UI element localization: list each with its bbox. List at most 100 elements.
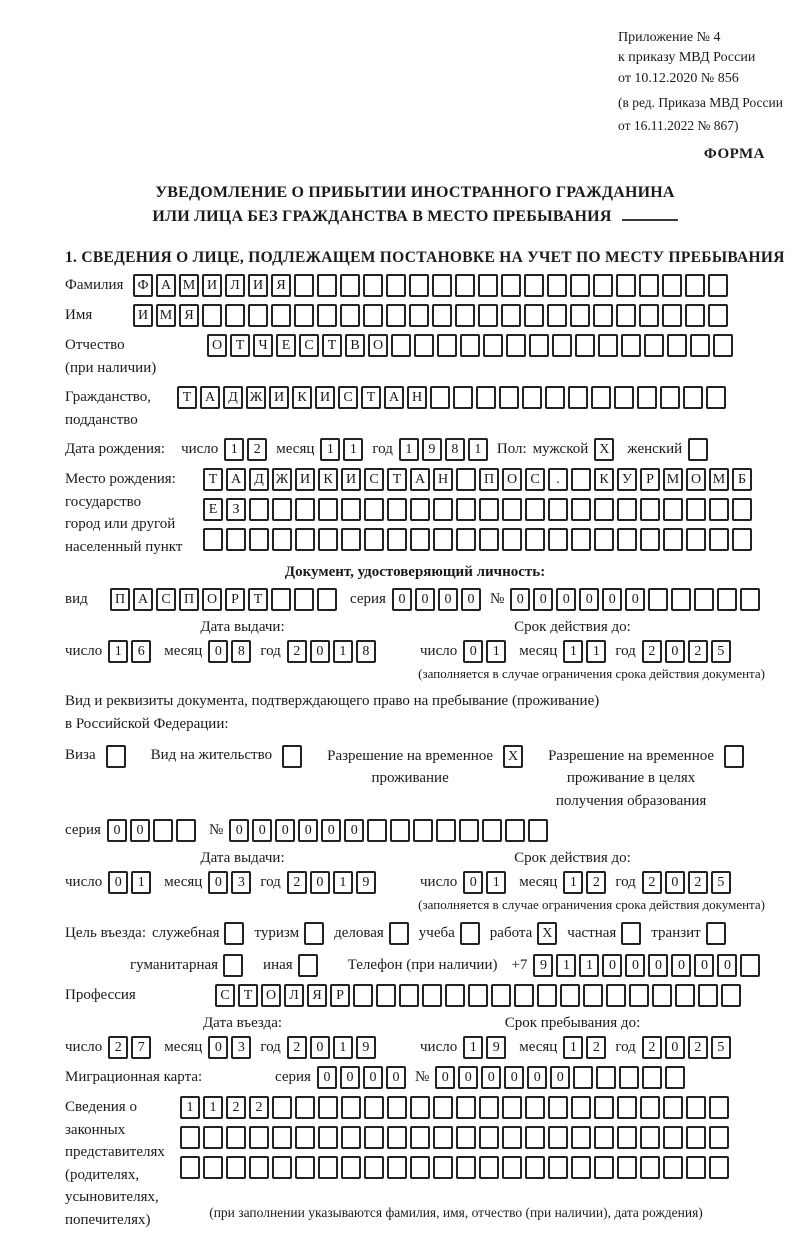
char-cell[interactable]: В <box>345 334 365 358</box>
char-cell[interactable] <box>318 1126 338 1150</box>
char-cell[interactable] <box>505 819 526 843</box>
char-cell[interactable]: О <box>368 334 388 358</box>
char-cell[interactable] <box>272 528 292 552</box>
char-cell[interactable] <box>629 984 649 1008</box>
char-cell[interactable] <box>390 819 411 843</box>
char-cell[interactable] <box>180 1126 200 1150</box>
char-cell[interactable] <box>341 1156 361 1180</box>
char-cell[interactable]: 0 <box>316 1066 337 1090</box>
char-cell[interactable]: 1 <box>467 438 488 462</box>
char-cell[interactable] <box>248 304 268 328</box>
char-cell[interactable] <box>652 984 672 1008</box>
char-cell[interactable]: П <box>179 588 199 612</box>
char-cell[interactable]: И <box>269 386 289 410</box>
char-cell[interactable] <box>548 1126 568 1150</box>
char-cell[interactable]: 2 <box>641 640 662 664</box>
char-cell[interactable]: 5 <box>710 1036 731 1060</box>
char-cell[interactable]: П <box>479 468 499 492</box>
char-cell[interactable] <box>437 334 457 358</box>
char-cell[interactable] <box>445 984 465 1008</box>
char-cell[interactable]: 1 <box>486 640 507 664</box>
char-cell[interactable]: Е <box>276 334 296 358</box>
char-cell[interactable] <box>409 304 429 328</box>
char-cell[interactable] <box>662 274 682 298</box>
char-cell[interactable] <box>732 498 752 522</box>
char-cell[interactable] <box>364 1156 384 1180</box>
char-cell[interactable]: 9 <box>486 1036 507 1060</box>
char-cell[interactable] <box>399 984 419 1008</box>
char-cell[interactable] <box>640 498 660 522</box>
char-cell[interactable] <box>548 498 568 522</box>
char-cell[interactable] <box>593 274 613 298</box>
char-cell[interactable] <box>717 588 738 612</box>
char-cell[interactable] <box>583 984 603 1008</box>
char-cell[interactable]: 0 <box>414 588 435 612</box>
char-cell[interactable] <box>596 1066 617 1090</box>
char-cell[interactable]: И <box>341 468 361 492</box>
char-cell[interactable] <box>272 1126 292 1150</box>
char-cell[interactable] <box>502 1126 522 1150</box>
char-cell[interactable]: 0 <box>648 954 669 978</box>
char-cell[interactable]: 3 <box>231 1036 252 1060</box>
char-cell[interactable] <box>226 528 246 552</box>
char-cell[interactable] <box>341 1126 361 1150</box>
char-cell[interactable]: 0 <box>309 640 330 664</box>
char-cell[interactable] <box>573 1066 594 1090</box>
purpose-checkbox[interactable]: X <box>537 922 558 946</box>
char-cell[interactable]: 1 <box>556 954 577 978</box>
char-cell[interactable] <box>387 1156 407 1180</box>
char-cell[interactable]: 0 <box>625 954 646 978</box>
char-cell[interactable]: 1 <box>180 1096 200 1120</box>
char-cell[interactable] <box>671 588 692 612</box>
char-cell[interactable]: 8 <box>355 640 376 664</box>
char-cell[interactable] <box>479 1126 499 1150</box>
char-cell[interactable]: Н <box>433 468 453 492</box>
char-cell[interactable]: 5 <box>710 640 731 664</box>
char-cell[interactable] <box>616 274 636 298</box>
char-cell[interactable]: 0 <box>208 1036 229 1060</box>
char-cell[interactable] <box>706 386 726 410</box>
char-cell[interactable]: С <box>525 468 545 492</box>
char-cell[interactable]: И <box>315 386 335 410</box>
char-cell[interactable] <box>459 819 480 843</box>
char-cell[interactable] <box>386 274 406 298</box>
char-cell[interactable]: А <box>410 468 430 492</box>
char-cell[interactable] <box>367 819 388 843</box>
char-cell[interactable] <box>525 528 545 552</box>
char-cell[interactable] <box>294 304 314 328</box>
char-cell[interactable] <box>709 1096 729 1120</box>
char-cell[interactable]: 9 <box>421 438 442 462</box>
char-cell[interactable]: 9 <box>355 871 376 895</box>
char-cell[interactable]: 0 <box>309 871 330 895</box>
char-cell[interactable]: П <box>110 588 130 612</box>
char-cell[interactable] <box>386 304 406 328</box>
sex-female-checkbox[interactable] <box>688 438 709 462</box>
char-cell[interactable] <box>364 1096 384 1120</box>
char-cell[interactable]: Т <box>322 334 342 358</box>
char-cell[interactable] <box>318 1156 338 1180</box>
char-cell[interactable] <box>525 1126 545 1150</box>
char-cell[interactable] <box>593 304 613 328</box>
char-cell[interactable] <box>203 1126 223 1150</box>
char-cell[interactable]: 2 <box>249 1096 269 1120</box>
char-cell[interactable]: Т <box>361 386 381 410</box>
char-cell[interactable]: 0 <box>481 1066 502 1090</box>
char-cell[interactable]: Т <box>203 468 223 492</box>
char-cell[interactable]: 1 <box>320 438 341 462</box>
char-cell[interactable] <box>552 334 572 358</box>
residence-permit-checkbox[interactable] <box>282 744 303 768</box>
char-cell[interactable] <box>430 386 450 410</box>
char-cell[interactable]: А <box>156 274 176 298</box>
char-cell[interactable]: Я <box>307 984 327 1008</box>
char-cell[interactable] <box>506 334 526 358</box>
char-cell[interactable]: 1 <box>398 438 419 462</box>
char-cell[interactable] <box>640 528 660 552</box>
char-cell[interactable] <box>690 334 710 358</box>
char-cell[interactable] <box>594 1096 614 1120</box>
char-cell[interactable]: 2 <box>586 871 607 895</box>
char-cell[interactable]: 0 <box>458 1066 479 1090</box>
char-cell[interactable]: 1 <box>343 438 364 462</box>
char-cell[interactable] <box>640 1096 660 1120</box>
char-cell[interactable]: 0 <box>275 819 296 843</box>
char-cell[interactable] <box>560 984 580 1008</box>
